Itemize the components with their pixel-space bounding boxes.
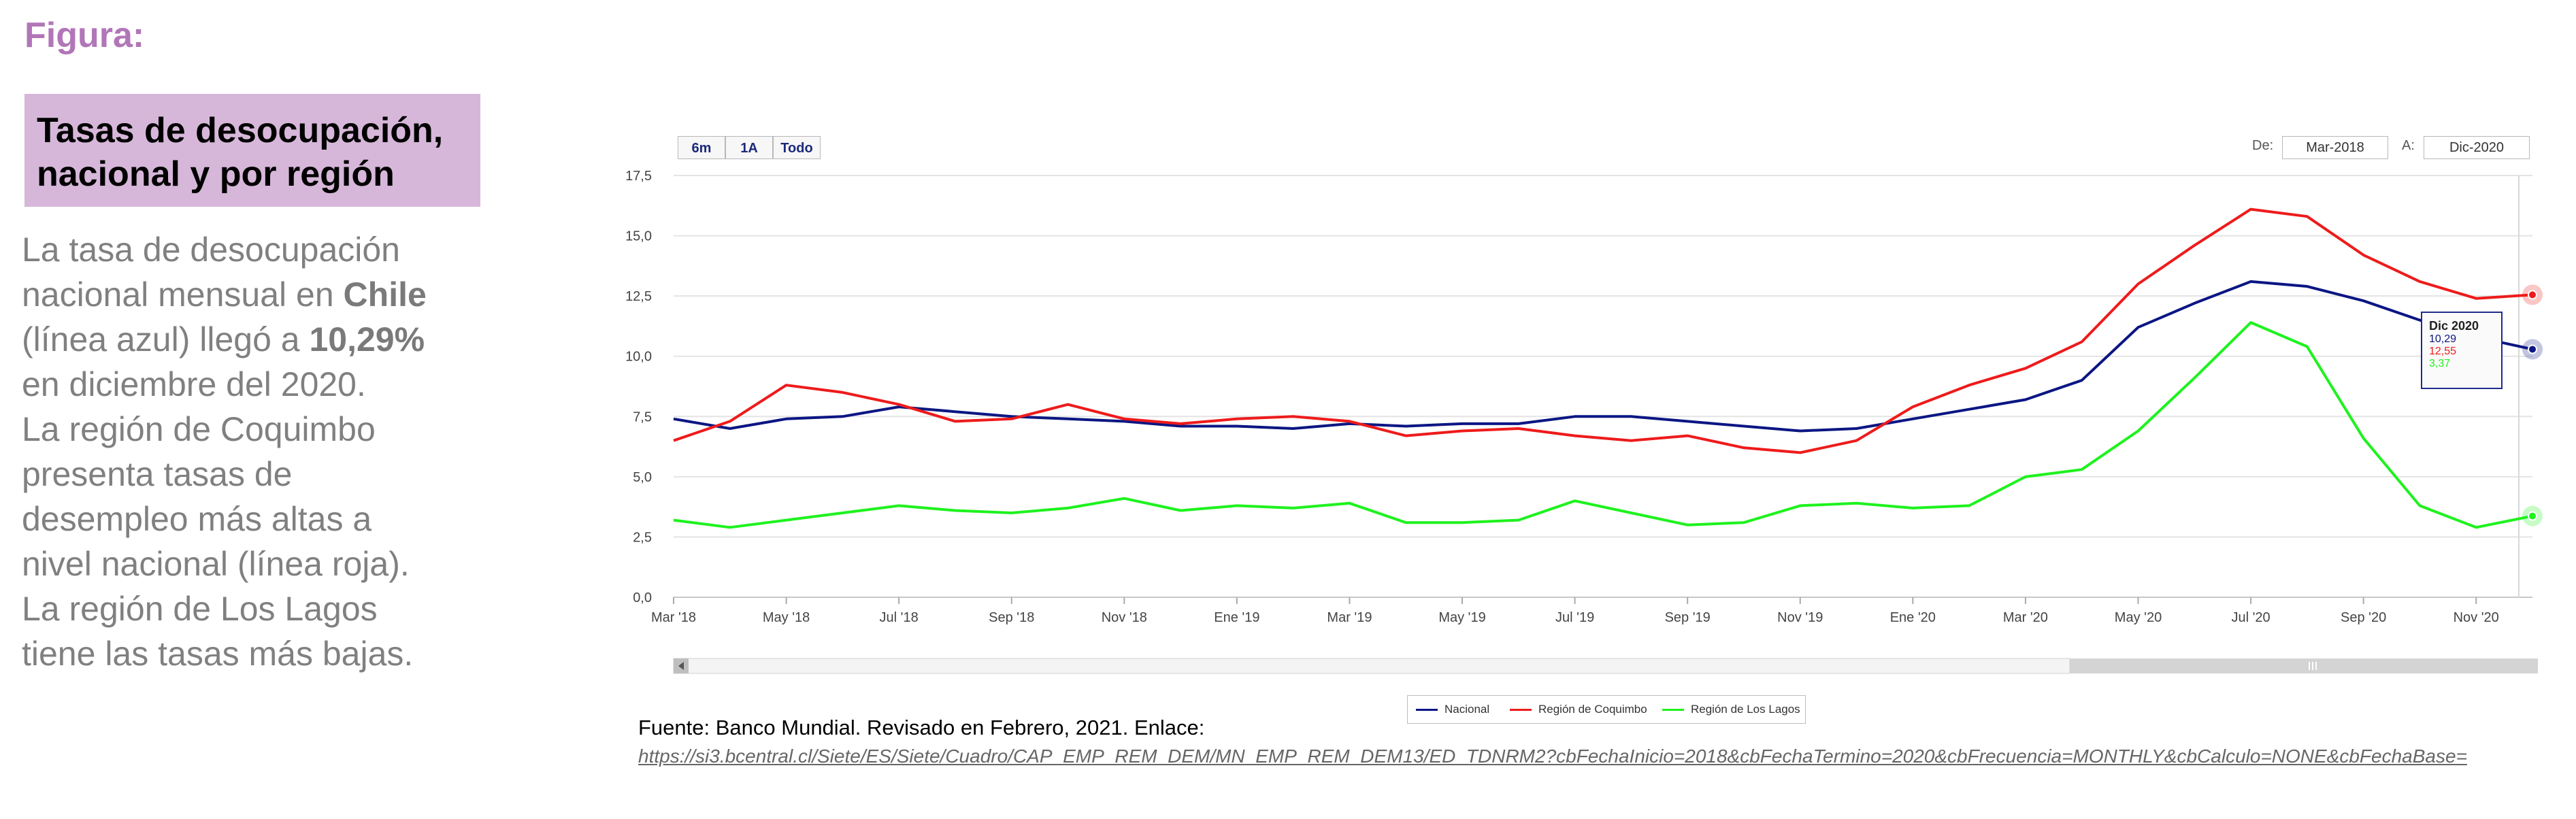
chevron-left-icon <box>678 662 684 670</box>
description-line: La tasa de desocupación <box>22 231 400 269</box>
legend-item-nacional[interactable]: Nacional <box>1416 696 1489 723</box>
legend-swatch <box>1510 709 1532 712</box>
description-line: La región de Coquimbo <box>22 410 376 448</box>
series-line-nacional <box>673 280 2533 433</box>
y-tick-label: 7,5 <box>633 410 652 424</box>
legend-label: Región de Los Lagos <box>1691 703 1800 716</box>
tooltip: Dic 2020 10,29 12,55 3,37 <box>2421 312 2503 389</box>
figure-label: Figura: <box>24 16 145 55</box>
description: La tasa de desocupación nacional mensual… <box>22 227 498 676</box>
tooltip-value-los-lagos: 3,37 <box>2429 358 2451 369</box>
y-tick-label: 5,0 <box>633 470 652 485</box>
legend-swatch <box>1416 709 1438 712</box>
legend: Nacional Región de Coquimbo Región de Lo… <box>1407 695 1806 724</box>
grip-icon <box>2309 662 2317 670</box>
x-tick-label: Nov '19 <box>1777 610 1823 625</box>
y-tick-label: 12,5 <box>625 289 652 304</box>
tooltip-value-coquimbo: 12,55 <box>2429 346 2457 357</box>
country-highlight: Chile <box>343 275 427 314</box>
scrollbar-thumb[interactable] <box>673 658 2070 674</box>
series-line-los-lagos <box>673 321 2533 529</box>
end-marker-nacional <box>2528 344 2537 354</box>
description-line: La región de Los Lagos <box>22 590 378 628</box>
y-tick-label: 15,0 <box>625 229 652 244</box>
x-tick-label: Ene '20 <box>1890 610 1936 625</box>
x-tick-label: Mar '18 <box>651 610 696 625</box>
rate-highlight: 10,29% <box>309 320 425 358</box>
y-tick-label: 2,5 <box>633 530 652 545</box>
x-tick-label: Mar '19 <box>1327 610 1372 625</box>
navigator-scrollbar[interactable] <box>673 658 2538 674</box>
series-line-coquimbo <box>673 207 2533 454</box>
x-tick-label: Sep '19 <box>1665 610 1711 625</box>
x-tick-label: May '19 <box>1438 610 1485 625</box>
from-date-label: De: <box>2252 138 2274 153</box>
description-line: en diciembre del 2020. <box>22 365 366 403</box>
x-tick-label: Sep '18 <box>989 610 1034 625</box>
from-date-input[interactable]: Mar-2018 <box>2282 136 2388 159</box>
series-markers <box>2522 284 2543 526</box>
end-marker-los-lagos <box>2528 511 2537 521</box>
tooltip-title: Dic 2020 <box>2429 319 2479 333</box>
description-line: presenta tasas de <box>22 455 293 493</box>
description-line: nacional mensual en Chile <box>22 275 427 314</box>
to-date-label: A: <box>2402 138 2415 153</box>
x-tick-label: Jul '18 <box>880 610 919 625</box>
legend-swatch <box>1662 709 1684 712</box>
to-date-input[interactable]: Dic-2020 <box>2424 136 2530 159</box>
legend-item-los-lagos[interactable]: Región de Los Lagos <box>1662 696 1800 723</box>
y-tick-label: 10,0 <box>625 350 652 365</box>
y-tick-label: 17,5 <box>625 169 652 184</box>
x-tick-label: May '18 <box>763 610 810 625</box>
range-button-1a[interactable]: 1A <box>725 136 773 159</box>
chart-title-line-1: Tasas de desocupación, <box>37 111 444 150</box>
source-text: Fuente: Banco Mundial. Revisado en Febre… <box>638 716 1205 739</box>
x-tick-label: Mar '20 <box>2003 610 2048 625</box>
legend-label: Nacional <box>1444 703 1490 716</box>
description-line: tiene las tasas más bajas. <box>22 635 414 673</box>
x-tick-label: Jul '19 <box>1555 610 1594 625</box>
description-line: (línea azul) llegó a 10,29% <box>22 320 425 358</box>
x-tick-label: Nov '18 <box>1102 610 1147 625</box>
description-line: nivel nacional (línea roja). <box>22 545 410 583</box>
legend-label: Región de Coquimbo <box>1538 703 1647 716</box>
range-button-todo[interactable]: Todo <box>773 136 821 159</box>
chart-title-box: Tasas de desocupación, nacional y por re… <box>24 94 480 207</box>
x-tick-label: Ene '19 <box>1214 610 1259 625</box>
tooltip-value-nacional: 10,29 <box>2429 333 2457 345</box>
series-lines <box>673 207 2533 529</box>
x-tick-label: May '20 <box>2115 610 2162 625</box>
x-tick-label: Jul '20 <box>2231 610 2270 625</box>
source-link[interactable]: https://si3.bcentral.cl/Siete/ES/Siete/C… <box>638 746 2467 767</box>
y-tick-label: 0,0 <box>633 590 652 605</box>
chart-title-line-2: nacional y por región <box>37 154 395 194</box>
x-axis-ticks: Mar '18 May '18 Jul '18 Sep '18 Nov '18 Ene '… <box>651 597 2499 625</box>
end-marker-coquimbo <box>2528 290 2537 300</box>
range-button-6m[interactable]: 6m <box>678 136 725 159</box>
x-tick-label: Sep '20 <box>2341 610 2386 625</box>
legend-item-coquimbo[interactable]: Región de Coquimbo <box>1510 696 1647 723</box>
y-axis-ticks: 0,0 2,5 5,0 7,5 10,0 12,5 15,0 17,5 <box>625 169 652 605</box>
grid <box>674 175 2532 598</box>
x-tick-label: Nov '20 <box>2454 610 2499 625</box>
description-line: desempleo más altas a <box>22 500 372 538</box>
